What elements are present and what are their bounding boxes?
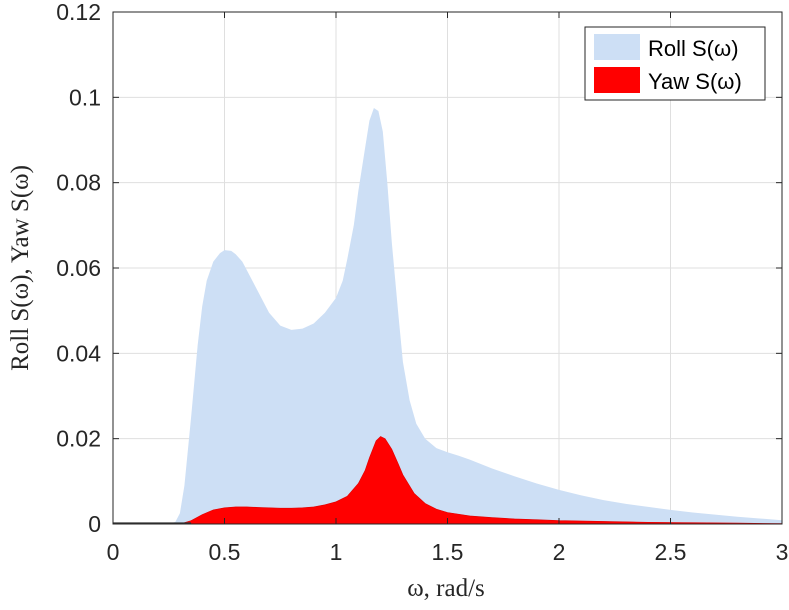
x-tick-label: 1 bbox=[330, 539, 343, 565]
x-axis-title: ω, rad/s bbox=[407, 575, 485, 602]
x-tick-label: 0.5 bbox=[209, 539, 241, 565]
x-tick-label: 2.5 bbox=[655, 539, 687, 565]
x-tick-label: 0 bbox=[107, 539, 120, 565]
y-axis-title: Roll S(ω), Yaw S(ω) bbox=[7, 165, 34, 371]
y-tick-label: 0.02 bbox=[56, 426, 101, 452]
y-tick-label: 0.04 bbox=[56, 340, 101, 366]
y-tick-label: 0.12 bbox=[56, 0, 101, 25]
y-tick-label: 0 bbox=[88, 511, 101, 537]
x-tick-label: 2 bbox=[553, 539, 566, 565]
legend-swatch-yaw bbox=[594, 67, 640, 93]
y-tick-label: 0.08 bbox=[56, 170, 101, 196]
tick-labels: 0 0.5 1 1.5 2 2.5 3 0 0.02 0.04 0.06 0.08 0.1 0.12 bbox=[56, 0, 788, 565]
legend: Roll S(ω) Yaw S(ω) bbox=[584, 26, 766, 101]
y-tick-label: 0.06 bbox=[56, 255, 101, 281]
legend-label-yaw: Yaw S(ω) bbox=[648, 69, 742, 94]
yaw-area-series bbox=[113, 436, 783, 525]
legend-label-roll: Roll S(ω) bbox=[648, 36, 739, 61]
x-tick-label: 3 bbox=[776, 539, 789, 565]
x-tick-label: 1.5 bbox=[432, 539, 464, 565]
axes bbox=[112, 11, 783, 525]
legend-swatch-roll bbox=[594, 34, 640, 60]
roll-area-series bbox=[113, 108, 782, 524]
y-tick-label: 0.1 bbox=[69, 84, 101, 110]
plot-areas bbox=[113, 108, 783, 525]
